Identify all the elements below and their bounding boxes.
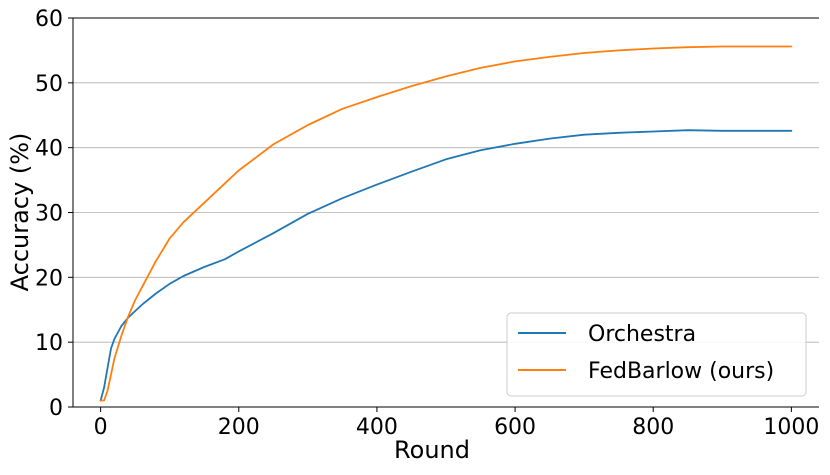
legend: Orchestra FedBarlow (ours): [506, 312, 807, 397]
y-tick-label-0: 0: [49, 396, 63, 421]
legend-label-orchestra: Orchestra: [588, 322, 696, 347]
series: [99, 45, 793, 402]
x-tick-label-600: 600: [494, 415, 536, 440]
axes: [68, 17, 819, 412]
x-tick-label-0: 0: [94, 415, 108, 440]
series-line-fedbarlow-ours: [99, 45, 793, 402]
y-axis-label: Accuracy (%): [6, 133, 34, 292]
y-tick-label-60: 60: [35, 7, 63, 32]
x-tick-label-1000: 1000: [763, 415, 819, 440]
grid: [73, 17, 819, 343]
x-tick-label-200: 200: [218, 415, 260, 440]
x-tick-label-400: 400: [356, 415, 398, 440]
x-axis-label: Round: [394, 436, 470, 464]
legend-label-fedbarlow: FedBarlow (ours): [588, 359, 774, 384]
x-tick-label-800: 800: [632, 415, 674, 440]
y-tick-label-20: 20: [35, 266, 63, 291]
legend-box: [506, 312, 807, 397]
y-tick-label-30: 30: [35, 202, 63, 227]
series-line-orchestra: [99, 129, 793, 402]
y-tick-label-50: 50: [35, 72, 63, 97]
y-tick-label-40: 40: [35, 137, 63, 162]
y-tick-label-10: 10: [35, 331, 63, 356]
